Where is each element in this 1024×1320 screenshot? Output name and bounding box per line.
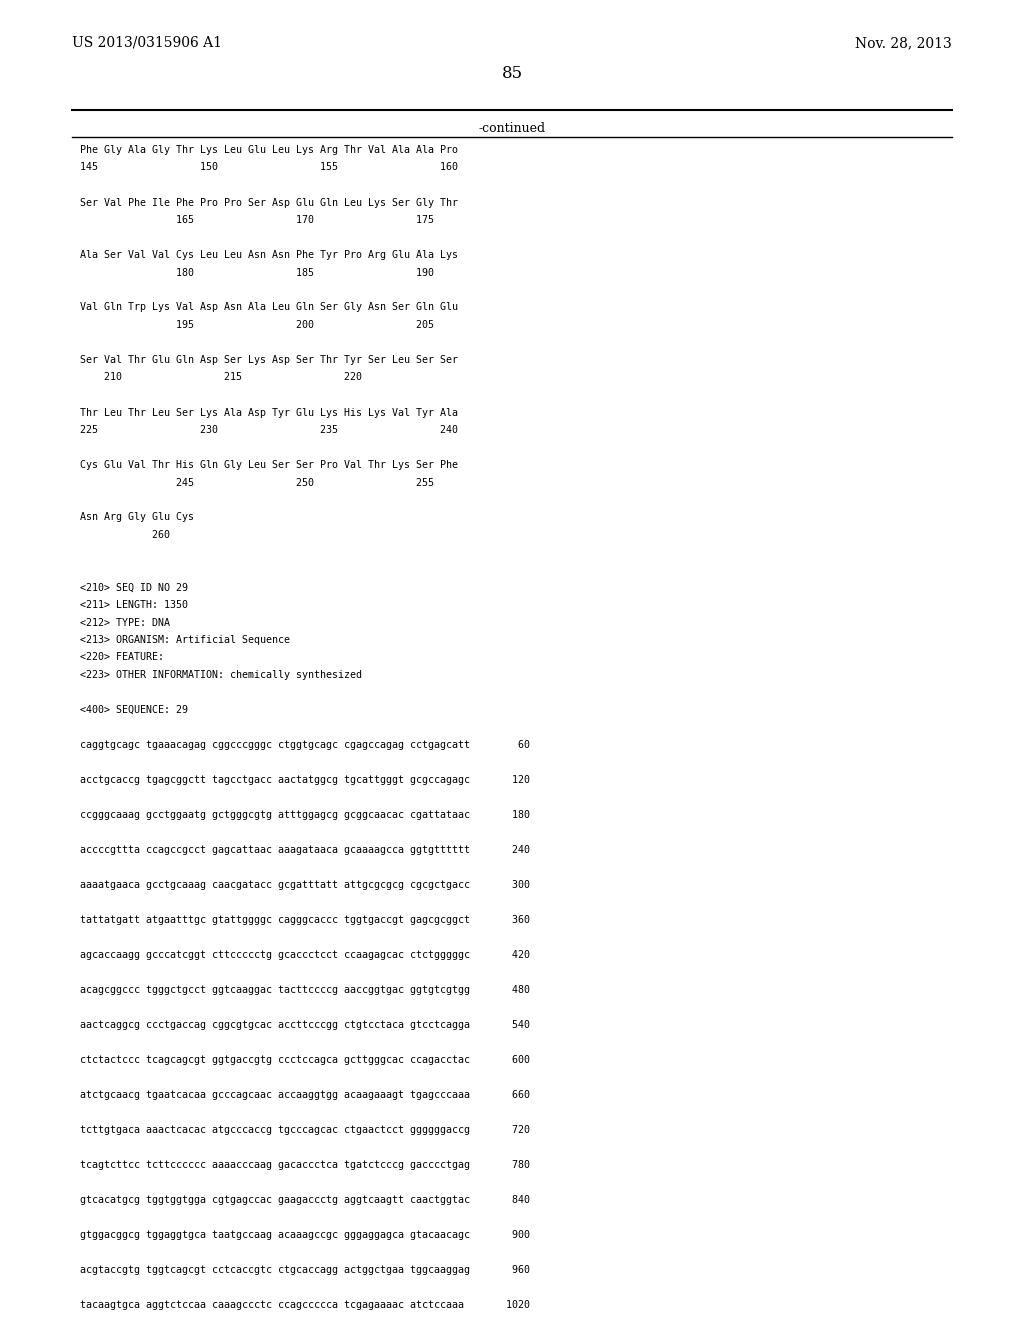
Text: Ser Val Phe Ile Phe Pro Pro Ser Asp Glu Gln Leu Lys Ser Gly Thr: Ser Val Phe Ile Phe Pro Pro Ser Asp Glu … [80, 198, 458, 207]
Text: 225                 230                 235                 240: 225 230 235 240 [80, 425, 458, 436]
Text: acgtaccgtg tggtcagcgt cctcaccgtc ctgcaccagg actggctgaa tggcaaggag       960: acgtaccgtg tggtcagcgt cctcaccgtc ctgcacc… [80, 1265, 530, 1275]
Text: <213> ORGANISM: Artificial Sequence: <213> ORGANISM: Artificial Sequence [80, 635, 290, 645]
Text: Ser Val Thr Glu Gln Asp Ser Lys Asp Ser Thr Tyr Ser Leu Ser Ser: Ser Val Thr Glu Gln Asp Ser Lys Asp Ser … [80, 355, 458, 366]
Text: <211> LENGTH: 1350: <211> LENGTH: 1350 [80, 601, 188, 610]
Text: aactcaggcg ccctgaccag cggcgtgcac accttcccgg ctgtcctaca gtcctcagga       540: aactcaggcg ccctgaccag cggcgtgcac accttcc… [80, 1020, 530, 1030]
Text: gtggacggcg tggaggtgca taatgccaag acaaagccgc gggaggagca gtacaacagc       900: gtggacggcg tggaggtgca taatgccaag acaaagc… [80, 1230, 530, 1239]
Text: ctctactccc tcagcagcgt ggtgaccgtg ccctccagca gcttgggcac ccagacctac       600: ctctactccc tcagcagcgt ggtgaccgtg ccctcca… [80, 1055, 530, 1065]
Text: acctgcaccg tgagcggctt tagcctgacc aactatggcg tgcattgggt gcgccagagc       120: acctgcaccg tgagcggctt tagcctgacc aactatg… [80, 775, 530, 785]
Text: Nov. 28, 2013: Nov. 28, 2013 [855, 36, 952, 50]
Text: <223> OTHER INFORMATION: chemically synthesized: <223> OTHER INFORMATION: chemically synt… [80, 671, 362, 680]
Text: Cys Glu Val Thr His Gln Gly Leu Ser Ser Pro Val Thr Lys Ser Phe: Cys Glu Val Thr His Gln Gly Leu Ser Ser … [80, 459, 458, 470]
Text: acagcggccc tgggctgcct ggtcaaggac tacttccccg aaccggtgac ggtgtcgtgg       480: acagcggccc tgggctgcct ggtcaaggac tacttcc… [80, 985, 530, 995]
Text: 85: 85 [502, 65, 522, 82]
Text: Thr Leu Thr Leu Ser Lys Ala Asp Tyr Glu Lys His Lys Val Tyr Ala: Thr Leu Thr Leu Ser Lys Ala Asp Tyr Glu … [80, 408, 458, 417]
Text: 195                 200                 205: 195 200 205 [80, 319, 434, 330]
Text: Ala Ser Val Val Cys Leu Leu Asn Asn Phe Tyr Pro Arg Glu Ala Lys: Ala Ser Val Val Cys Leu Leu Asn Asn Phe … [80, 249, 458, 260]
Text: <220> FEATURE:: <220> FEATURE: [80, 652, 164, 663]
Text: aaaatgaaca gcctgcaaag caacgatacc gcgatttatt attgcgcgcg cgcgctgacc       300: aaaatgaaca gcctgcaaag caacgatacc gcgattt… [80, 880, 530, 890]
Text: atctgcaacg tgaatcacaa gcccagcaac accaaggtgg acaagaaagt tgagcccaaa       660: atctgcaacg tgaatcacaa gcccagcaac accaagg… [80, 1090, 530, 1100]
Text: US 2013/0315906 A1: US 2013/0315906 A1 [72, 36, 222, 50]
Text: Val Gln Trp Lys Val Asp Asn Ala Leu Gln Ser Gly Asn Ser Gln Glu: Val Gln Trp Lys Val Asp Asn Ala Leu Gln … [80, 302, 458, 313]
Text: 260: 260 [80, 531, 170, 540]
Text: Asn Arg Gly Glu Cys: Asn Arg Gly Glu Cys [80, 512, 194, 523]
Text: <210> SEQ ID NO 29: <210> SEQ ID NO 29 [80, 582, 188, 593]
Text: 180                 185                 190: 180 185 190 [80, 268, 434, 277]
Text: agcaccaagg gcccatcggt cttccccctg gcaccctcct ccaagagcac ctctgggggc       420: agcaccaagg gcccatcggt cttccccctg gcaccct… [80, 950, 530, 960]
Text: 245                 250                 255: 245 250 255 [80, 478, 434, 487]
Text: 145                 150                 155                 160: 145 150 155 160 [80, 162, 458, 173]
Text: gtcacatgcg tggtggtgga cgtgagccac gaagaccctg aggtcaagtt caactggtac       840: gtcacatgcg tggtggtgga cgtgagccac gaagacc… [80, 1195, 530, 1205]
Text: -continued: -continued [478, 121, 546, 135]
Text: ccgggcaaag gcctggaatg gctgggcgtg atttggagcg gcggcaacac cgattataac       180: ccgggcaaag gcctggaatg gctgggcgtg atttgga… [80, 810, 530, 820]
Text: accccgttta ccagccgcct gagcattaac aaagataaca gcaaaagcca ggtgtttttt       240: accccgttta ccagccgcct gagcattaac aaagata… [80, 845, 530, 855]
Text: tcttgtgaca aaactcacac atgcccaccg tgcccagcac ctgaactcct ggggggaccg       720: tcttgtgaca aaactcacac atgcccaccg tgcccag… [80, 1125, 530, 1135]
Text: Phe Gly Ala Gly Thr Lys Leu Glu Leu Lys Arg Thr Val Ala Ala Pro: Phe Gly Ala Gly Thr Lys Leu Glu Leu Lys … [80, 145, 458, 154]
Text: tcagtcttcc tcttcccccc aaaacccaag gacaccctca tgatctcccg gacccctgag       780: tcagtcttcc tcttcccccc aaaacccaag gacaccc… [80, 1160, 530, 1170]
Text: tacaagtgca aggtctccaa caaagccctc ccagccccca tcgagaaaac atctccaaa       1020: tacaagtgca aggtctccaa caaagccctc ccagccc… [80, 1300, 530, 1309]
Text: 165                 170                 175: 165 170 175 [80, 215, 434, 224]
Text: <400> SEQUENCE: 29: <400> SEQUENCE: 29 [80, 705, 188, 715]
Text: 210                 215                 220: 210 215 220 [80, 372, 362, 383]
Text: caggtgcagc tgaaacagag cggcccgggc ctggtgcagc cgagccagag cctgagcatt        60: caggtgcagc tgaaacagag cggcccgggc ctggtgc… [80, 741, 530, 750]
Text: <212> TYPE: DNA: <212> TYPE: DNA [80, 618, 170, 627]
Text: tattatgatt atgaatttgc gtattggggc cagggcaccc tggtgaccgt gagcgcggct       360: tattatgatt atgaatttgc gtattggggc cagggca… [80, 915, 530, 925]
